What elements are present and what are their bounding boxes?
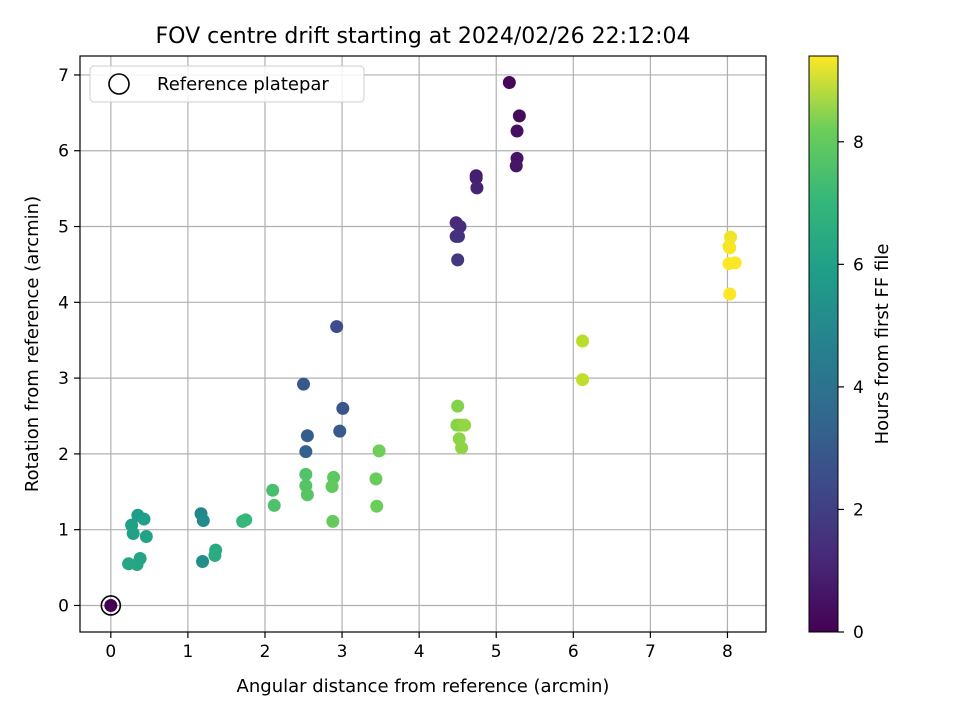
x-tick-label: 4 (414, 642, 425, 662)
y-tick-label: 1 (58, 521, 69, 541)
colorbar-tick-label: 8 (853, 133, 864, 153)
data-point (451, 399, 465, 413)
y-tick-label: 7 (58, 66, 69, 86)
chart-title: FOV centre drift starting at 2024/02/26 … (156, 24, 691, 49)
y-axis-label: Rotation from reference (arcmin) (22, 196, 43, 492)
data-point (576, 334, 590, 348)
colorbar-tick-label: 6 (853, 255, 864, 275)
data-point (455, 441, 469, 455)
reference-platepar-marker (100, 595, 122, 616)
data-point (369, 472, 383, 486)
colorbar-tick-label: 4 (853, 378, 864, 398)
colorbar-tick-label: 2 (853, 500, 864, 520)
y-tick-label: 0 (58, 596, 69, 616)
x-axis-ticks: 0 1 2 3 4 5 6 7 8 (105, 632, 733, 662)
y-tick-label: 6 (58, 142, 69, 162)
x-tick-label: 0 (105, 642, 116, 662)
data-point (451, 253, 465, 267)
x-tick-label: 3 (337, 642, 348, 662)
data-point (453, 220, 467, 234)
legend-reference-marker (108, 73, 130, 95)
data-point (299, 445, 313, 459)
colorbar-label: Hours from first FF file (872, 244, 893, 445)
data-point (469, 171, 483, 185)
x-tick-label: 7 (645, 642, 656, 662)
data-point (299, 467, 313, 481)
colorbar: 0 2 4 6 8 Hours from first FF file (808, 55, 893, 643)
data-point (576, 373, 590, 387)
plot-frame (79, 55, 767, 633)
data-point (196, 555, 210, 569)
data-point (330, 320, 344, 334)
x-tick-label: 2 (260, 642, 271, 662)
data-point (510, 124, 524, 138)
legend: Reference platepar (89, 65, 365, 103)
data-point (126, 526, 140, 540)
data-point (137, 512, 151, 526)
data-point (239, 513, 253, 527)
data-point (502, 76, 516, 90)
data-point (300, 429, 314, 443)
data-point (509, 159, 523, 173)
data-point (104, 598, 118, 612)
data-point (196, 514, 210, 528)
data-point (325, 479, 339, 493)
colorbar-ticks: 0 2 4 6 8 (838, 133, 864, 643)
data-point (326, 514, 340, 528)
data-point (297, 377, 311, 391)
x-tick-label: 1 (182, 642, 193, 662)
y-tick-label: 5 (58, 218, 69, 238)
data-point (208, 548, 222, 562)
data-point (451, 229, 465, 243)
data-point (266, 483, 280, 497)
data-point (723, 287, 737, 301)
y-axis-ticks: 0 1 2 3 4 5 6 7 (58, 66, 80, 616)
legend-entry-label: Reference platepar (157, 74, 329, 95)
x-tick-label: 5 (491, 642, 502, 662)
data-point (267, 498, 281, 512)
y-tick-label: 2 (58, 445, 69, 465)
data-point (512, 109, 526, 123)
data-point (139, 530, 153, 544)
legend-box (89, 65, 365, 103)
data-point (370, 499, 384, 513)
reference-marker (100, 595, 122, 616)
colorbar-tick-label: 0 (853, 623, 864, 643)
y-tick-label: 4 (58, 293, 69, 313)
x-tick-label: 8 (722, 642, 733, 662)
x-tick-label: 6 (568, 642, 579, 662)
colorbar-gradient (808, 55, 839, 633)
data-point (728, 256, 742, 270)
y-tick-label: 3 (58, 369, 69, 389)
data-point (372, 444, 386, 458)
data-point (336, 401, 350, 415)
data-point (122, 557, 136, 571)
data-point (300, 488, 314, 502)
data-point (333, 424, 347, 438)
data-points (104, 76, 742, 612)
grid-lines (80, 56, 766, 632)
x-axis-label: Angular distance from reference (arcmin) (237, 676, 610, 697)
data-point (458, 418, 472, 432)
data-point (470, 181, 484, 195)
data-point (723, 241, 737, 255)
